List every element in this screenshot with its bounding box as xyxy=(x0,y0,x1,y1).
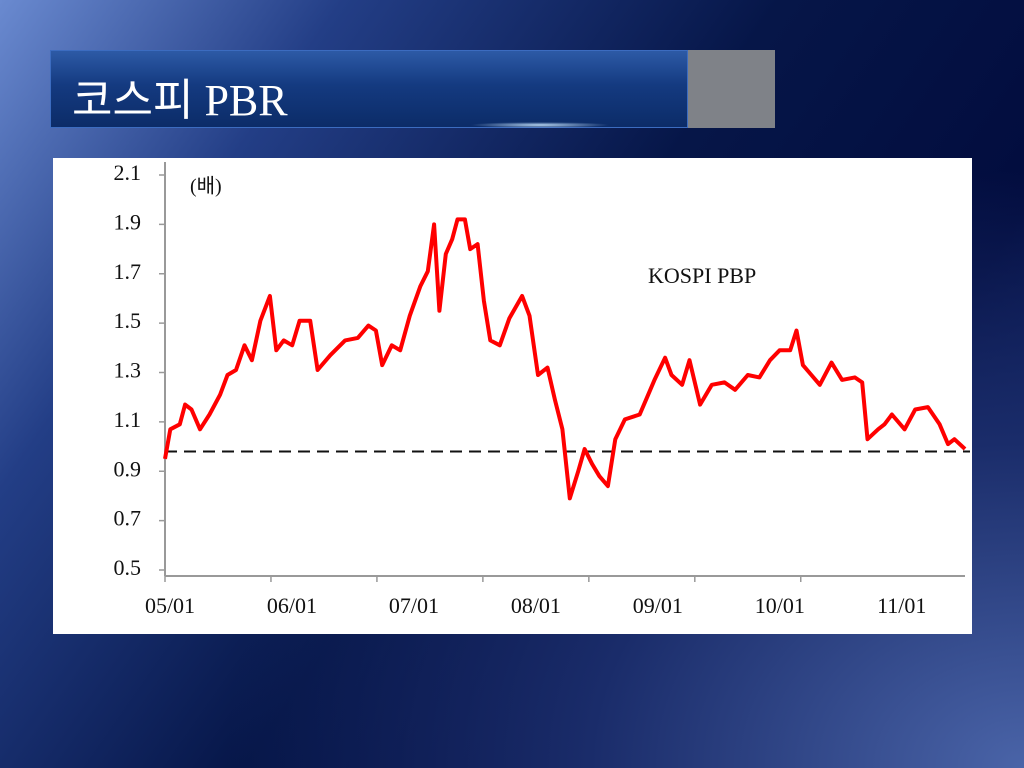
y-tick-label: 1.3 xyxy=(114,358,142,383)
x-tick-label: 09/01 xyxy=(633,593,683,618)
chart-panel xyxy=(53,158,972,634)
y-tick-label: 0.7 xyxy=(114,506,142,531)
unit-label: (배) xyxy=(190,175,222,198)
y-tick-label: 1.1 xyxy=(114,407,142,432)
x-tick-label: 10/01 xyxy=(755,593,805,618)
series-line xyxy=(163,217,967,501)
annotation: KOSPI PBP xyxy=(648,263,756,288)
x-tick-label: 05/01 xyxy=(145,593,195,618)
slide-title: 코스피 PBR xyxy=(72,76,288,125)
x-tick-label: 06/01 xyxy=(267,593,317,618)
y-tick-label: 1.5 xyxy=(114,308,142,333)
x-tick-label: 11/01 xyxy=(877,593,926,618)
y-tick-label: 0.5 xyxy=(114,555,142,580)
title-glow xyxy=(470,122,610,128)
y-tick-label: 0.9 xyxy=(114,456,142,481)
y-tick-label: 1.9 xyxy=(114,209,142,234)
title-bar xyxy=(50,50,688,128)
x-tick-label: 08/01 xyxy=(511,593,561,618)
y-tick-label: 2.1 xyxy=(114,160,142,185)
y-tick-label: 1.7 xyxy=(114,259,142,284)
x-tick-label: 07/01 xyxy=(389,593,439,618)
title-accent xyxy=(688,50,775,128)
